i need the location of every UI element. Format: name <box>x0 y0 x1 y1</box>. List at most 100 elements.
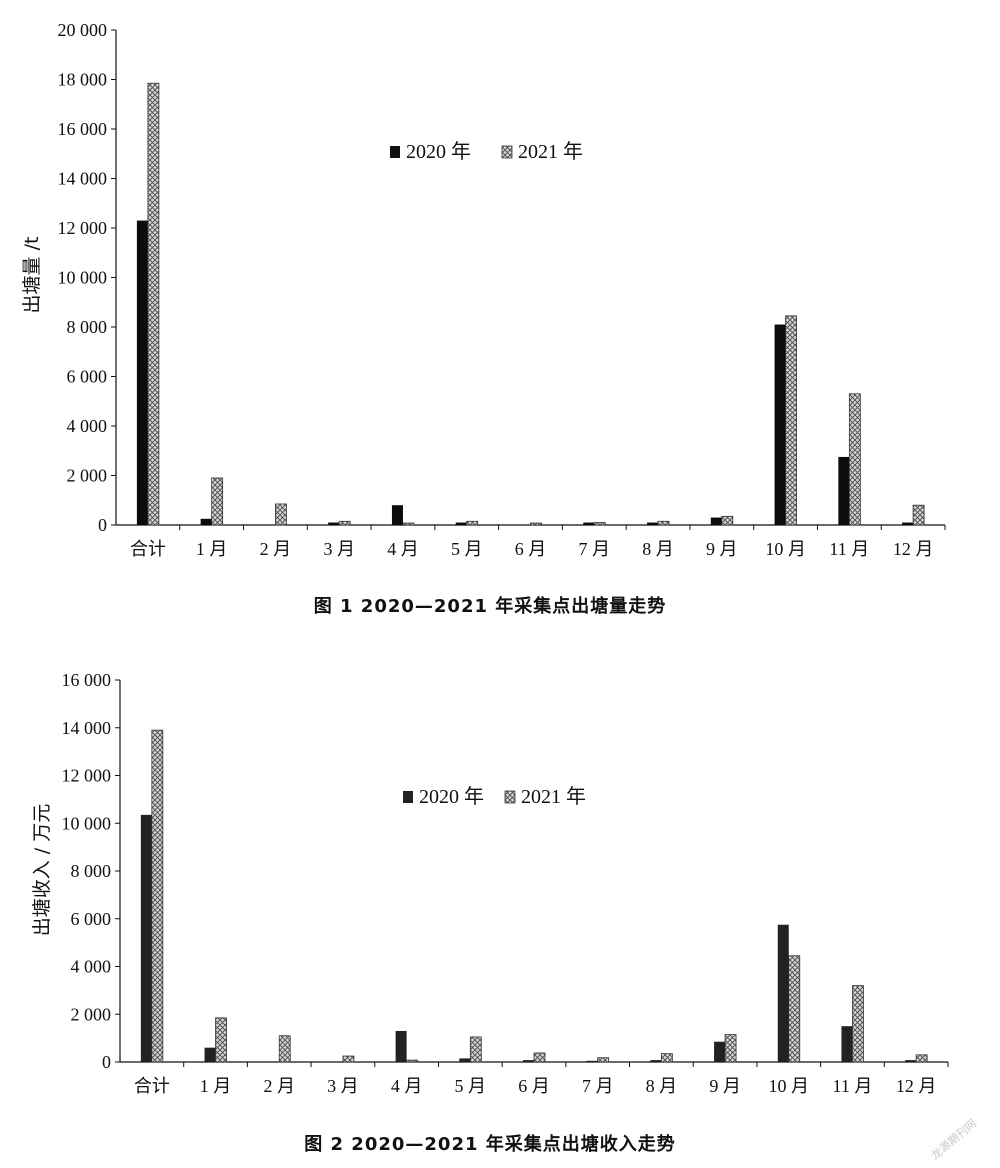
y-tick-label: 4 000 <box>67 416 108 436</box>
legend-2021-label: 2021 年 <box>518 140 583 163</box>
bar-2021 <box>147 82 160 526</box>
y-tick-label: 2 000 <box>71 1004 112 1024</box>
bar-2021 <box>338 520 351 526</box>
bar-2021 <box>215 1017 227 1063</box>
x-tick-label: 10 月 <box>769 1076 810 1096</box>
bar-2021 <box>788 955 801 1063</box>
x-tick-label: 6 月 <box>515 539 547 559</box>
bar-2020 <box>328 522 340 525</box>
bar-2021 <box>724 1034 737 1063</box>
bar-2021 <box>915 1054 928 1063</box>
bar-2020 <box>841 1026 853 1062</box>
bar-2020 <box>204 1047 216 1062</box>
x-tick-label: 5 月 <box>451 539 483 559</box>
x-tick-label: 9 月 <box>706 539 738 559</box>
x-tick-label: 3 月 <box>327 1076 359 1096</box>
x-tick-label: 合计 <box>130 539 166 559</box>
bar-2020 <box>140 814 152 1062</box>
chart-2-ylabel: 出塘收入 / 万元 <box>31 804 53 936</box>
bar-2021 <box>660 1053 673 1063</box>
y-tick-label: 12 000 <box>58 218 108 238</box>
bar-2020 <box>136 220 148 525</box>
chart-1: 出塘量 /t 0 2 000 4 000 6 000 8 000 10 000 12 000… <box>21 20 946 617</box>
y-tick-label: 12 000 <box>62 766 112 786</box>
bar-2020 <box>586 1060 598 1062</box>
x-tick-label: 5 月 <box>455 1076 487 1096</box>
bar-2020 <box>777 924 789 1062</box>
x-tick-label: 4 月 <box>391 1076 423 1096</box>
bar-2020 <box>455 522 467 525</box>
legend-2021-swatch <box>501 145 513 159</box>
y-tick-label: 0 <box>102 1052 111 1072</box>
bar-2021 <box>466 520 479 526</box>
bar-2020 <box>523 1060 534 1062</box>
x-tick-label: 8 月 <box>642 539 674 559</box>
x-tick-label: 2 月 <box>260 539 292 559</box>
bar-2021 <box>469 1036 482 1063</box>
x-tick-label: 1 月 <box>200 1076 232 1096</box>
y-tick-label: 10 000 <box>62 813 112 833</box>
x-tick-label: 12 月 <box>896 1076 937 1096</box>
bar-2021 <box>848 393 861 526</box>
bar-2021 <box>852 985 864 1063</box>
legend-2020-swatch <box>390 146 400 158</box>
x-tick-label: 7 月 <box>579 539 611 559</box>
bar-2020 <box>905 1060 917 1062</box>
legend-2020-label: 2020 年 <box>406 140 471 163</box>
x-tick-label: 合计 <box>134 1076 170 1096</box>
bar-2020 <box>459 1058 471 1062</box>
x-tick-label: 10 月 <box>765 539 806 559</box>
chart-1-legend: 2020 年 2021 年 <box>390 140 583 163</box>
bar-2020 <box>391 505 403 525</box>
x-tick-label: 6 月 <box>518 1076 550 1096</box>
bar-2021 <box>406 1059 419 1063</box>
chart-2: 出塘收入 / 万元 0 2 000 4 000 6 000 8 000 10 000 12 … <box>31 670 949 1155</box>
legend-2021-swatch <box>504 790 516 804</box>
legend-2020-label: 2020 年 <box>419 785 484 808</box>
bar-2021 <box>530 522 542 526</box>
y-tick-label: 18 000 <box>58 70 108 90</box>
x-tick-label: 11 月 <box>829 539 869 559</box>
y-tick-label: 14 000 <box>62 718 112 738</box>
bar-2020 <box>838 456 850 525</box>
bar-2020 <box>583 522 595 525</box>
y-tick-label: 10 000 <box>58 268 108 288</box>
y-tick-label: 6 000 <box>71 909 112 929</box>
x-tick-label: 7 月 <box>582 1076 614 1096</box>
chart-2-caption: 图 2 2020—2021 年采集点出塘收入走势 <box>304 1133 676 1155</box>
bar-2021 <box>657 520 670 526</box>
y-tick-label: 16 000 <box>58 119 108 139</box>
y-tick-label: 6 000 <box>67 367 108 387</box>
bar-2021 <box>912 504 925 526</box>
bar-2020 <box>710 517 722 525</box>
bar-2020 <box>714 1041 726 1062</box>
bar-2021 <box>785 315 797 526</box>
bar-2021 <box>211 477 224 526</box>
bar-2020 <box>200 518 212 525</box>
y-tick-label: 20 000 <box>58 20 108 40</box>
x-tick-label: 11 月 <box>833 1076 873 1096</box>
bar-2021 <box>533 1052 546 1063</box>
bar-2020 <box>774 324 786 525</box>
bar-2021 <box>402 522 415 526</box>
y-tick-label: 8 000 <box>67 317 108 337</box>
y-tick-label: 8 000 <box>71 861 112 881</box>
y-tick-label: 16 000 <box>62 670 112 690</box>
bar-2021 <box>342 1055 355 1063</box>
bar-2020 <box>647 522 659 525</box>
legend-2020-swatch <box>403 791 413 803</box>
x-tick-label: 9 月 <box>709 1076 741 1096</box>
x-tick-label: 3 月 <box>323 539 355 559</box>
bar-2021 <box>597 1057 610 1063</box>
y-tick-label: 2 000 <box>67 466 108 486</box>
x-tick-label: 2 月 <box>263 1076 295 1096</box>
bar-2021 <box>278 1035 291 1063</box>
bar-2021 <box>151 729 164 1063</box>
x-tick-label: 1 月 <box>196 539 228 559</box>
y-tick-label: 4 000 <box>71 957 112 977</box>
x-tick-label: 4 月 <box>387 539 419 559</box>
bar-2021 <box>275 503 287 526</box>
watermark: 龙源期刊网 <box>928 1116 979 1162</box>
y-tick-label: 14 000 <box>58 169 108 189</box>
